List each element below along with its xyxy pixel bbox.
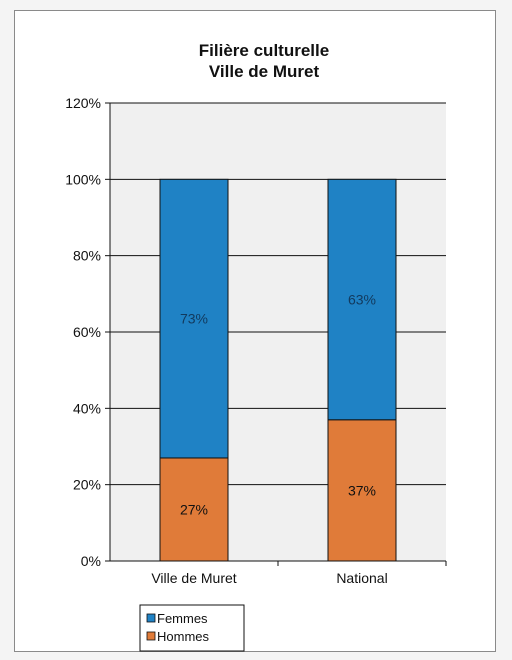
- y-tick-label: 20%: [73, 477, 101, 493]
- chart-title-line-1: Filière culturelle: [199, 41, 329, 60]
- y-tick-label: 120%: [65, 95, 101, 111]
- data-label: 37%: [348, 482, 376, 498]
- x-category-label: Ville de Muret: [151, 570, 236, 586]
- bar-femmes-1: [159, 178, 229, 459]
- y-tick-label: 80%: [73, 248, 101, 264]
- y-tick-label: 40%: [73, 400, 101, 416]
- data-label: 27%: [180, 501, 208, 517]
- legend-swatch-femmes: [146, 613, 156, 623]
- legend-label-hommes: Hommes: [157, 629, 210, 644]
- bar-femmes-2: [327, 178, 397, 421]
- legend-box: [139, 604, 245, 652]
- legend-label-femmes: Femmes: [157, 611, 208, 626]
- y-tick-label: 0%: [81, 553, 101, 569]
- data-label: 63%: [348, 292, 376, 308]
- legend-swatch-hommes: [146, 631, 156, 641]
- chart-title-line-2: Ville de Muret: [209, 62, 320, 81]
- x-category-label: National: [336, 570, 387, 586]
- y-tick-label: 100%: [65, 171, 101, 187]
- data-label: 73%: [180, 311, 208, 327]
- y-tick-label: 60%: [73, 324, 101, 340]
